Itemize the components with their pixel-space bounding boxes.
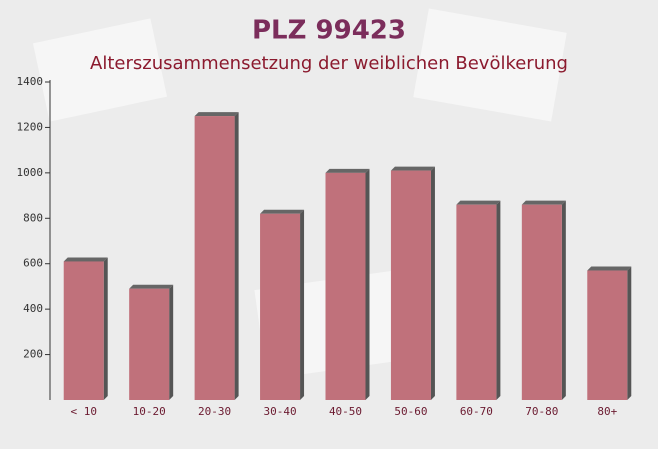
bar <box>325 172 366 400</box>
bar <box>456 204 497 400</box>
bar <box>63 261 104 400</box>
x-tick-label: < 10 <box>70 405 97 418</box>
y-tick-label: 1200 <box>17 120 44 133</box>
x-tick-label: 20-30 <box>198 405 231 418</box>
bar <box>129 288 170 400</box>
bar-side <box>365 168 370 400</box>
x-tick-label: 70-80 <box>525 405 558 418</box>
bar-side <box>561 200 566 400</box>
bar-side <box>103 257 108 400</box>
bar-top <box>390 166 435 171</box>
x-tick-label: 50-60 <box>394 405 427 418</box>
chart-subtitle: Alterszusammensetzung der weiblichen Bev… <box>90 53 568 74</box>
bar <box>587 270 628 400</box>
bar-top <box>194 112 239 117</box>
y-tick-label: 800 <box>23 211 43 224</box>
y-tick-label: 200 <box>23 348 43 361</box>
bar-top <box>521 200 566 205</box>
bar <box>521 204 562 400</box>
bar-side <box>234 112 239 401</box>
y-tick-label: 600 <box>23 257 43 270</box>
bar <box>194 116 235 401</box>
bar-side <box>496 200 501 400</box>
x-tick-label: 60-70 <box>460 405 493 418</box>
bar <box>390 170 431 400</box>
bar-top <box>129 284 174 289</box>
x-tick-label: 80+ <box>597 405 617 418</box>
bg-envelope <box>32 18 168 122</box>
chart-title: PLZ 99423 <box>252 16 406 46</box>
bar-top <box>63 257 108 262</box>
y-tick-label: 400 <box>23 302 43 315</box>
bg-envelope <box>413 8 567 122</box>
y-tick-label: 1000 <box>17 166 44 179</box>
x-tick-label: 40-50 <box>329 405 362 418</box>
x-tick-label: 30-40 <box>263 405 296 418</box>
bar-top <box>587 266 632 271</box>
bar-top <box>456 200 501 205</box>
y-tick-label: 1400 <box>17 75 44 88</box>
bar-side <box>627 266 632 400</box>
bar <box>260 213 301 400</box>
bar-top <box>260 209 305 214</box>
bar-side <box>169 284 174 400</box>
x-tick-label: 10-20 <box>133 405 166 418</box>
bar-side <box>300 209 305 400</box>
bar-side <box>430 166 435 400</box>
bar-top <box>325 168 370 173</box>
